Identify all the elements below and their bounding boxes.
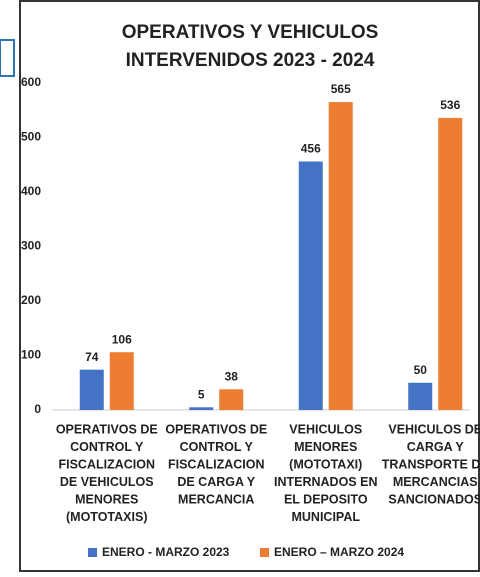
y-tick-label: 300 (21, 239, 41, 253)
x-tick-label: OPERATIVOS DE (165, 422, 267, 436)
x-tick-label: (MOTOTAXIS) (66, 510, 147, 524)
y-tick-label: 0 (34, 402, 41, 416)
value-label: 565 (331, 82, 351, 96)
bar (328, 102, 353, 410)
value-label: 5 (198, 387, 205, 401)
x-tick-label: MERCANCIA (178, 492, 254, 506)
x-tick-label: DE VEHICULOS (60, 475, 154, 489)
chart-title: INTERVENIDOS 2023 - 2024 (126, 50, 375, 71)
x-tick-label: EL DEPOSITO (284, 492, 368, 506)
legend-label: ENERO - MARZO 2023 (102, 545, 230, 559)
y-tick-label: 500 (21, 130, 41, 144)
x-tick-label: MUNICIPAL (291, 510, 360, 524)
bar (79, 369, 104, 410)
y-tick-label: 200 (21, 293, 41, 307)
value-label: 106 (112, 332, 132, 346)
bar (438, 117, 463, 410)
x-tick-label: FISCALIZACION (58, 457, 155, 471)
value-label: 50 (414, 363, 428, 377)
x-tick-label: CARGA Y (407, 440, 465, 454)
x-tick-label: (MOTOTAXI) (289, 457, 362, 471)
x-tick-label: CONTROL Y (70, 440, 144, 454)
value-label: 38 (225, 369, 239, 383)
bar (189, 407, 214, 410)
side-fragment (0, 39, 15, 77)
x-tick-label: DE CARGA Y (177, 475, 255, 489)
x-tick-label: MERCANCIAS (393, 475, 478, 489)
x-tick-label: VEHICULOS DE (388, 422, 480, 436)
chart-title: OPERATIVOS Y VEHICULOS (122, 22, 379, 43)
y-tick-label: 100 (21, 348, 41, 362)
bar (219, 389, 244, 410)
x-tick-label: VEHICULOS (289, 422, 362, 436)
x-tick-label: TRANSPORTE DE (382, 457, 480, 471)
bar (109, 352, 134, 410)
x-tick-label: INTERNADOS EN (274, 475, 377, 489)
x-tick-label: CONTROL Y (180, 440, 254, 454)
x-tick-label: FISCALIZACION (168, 457, 265, 471)
y-tick-label: 400 (21, 184, 41, 198)
y-tick-label: 600 (21, 75, 41, 89)
legend-swatch (260, 548, 269, 557)
legend-label: ENERO – MARZO 2024 (274, 545, 404, 559)
x-tick-label: SANCIONADOS (388, 492, 480, 506)
bar (408, 382, 433, 410)
value-label: 536 (440, 98, 460, 112)
legend-swatch (88, 548, 97, 557)
value-label: 74 (85, 350, 99, 364)
value-label: 456 (301, 142, 321, 156)
chart-frame (19, 0, 480, 572)
x-tick-label: MENORES (294, 440, 357, 454)
bar (298, 161, 323, 410)
x-tick-label: MENORES (75, 492, 138, 506)
x-tick-label: OPERATIVOS DE (56, 422, 158, 436)
